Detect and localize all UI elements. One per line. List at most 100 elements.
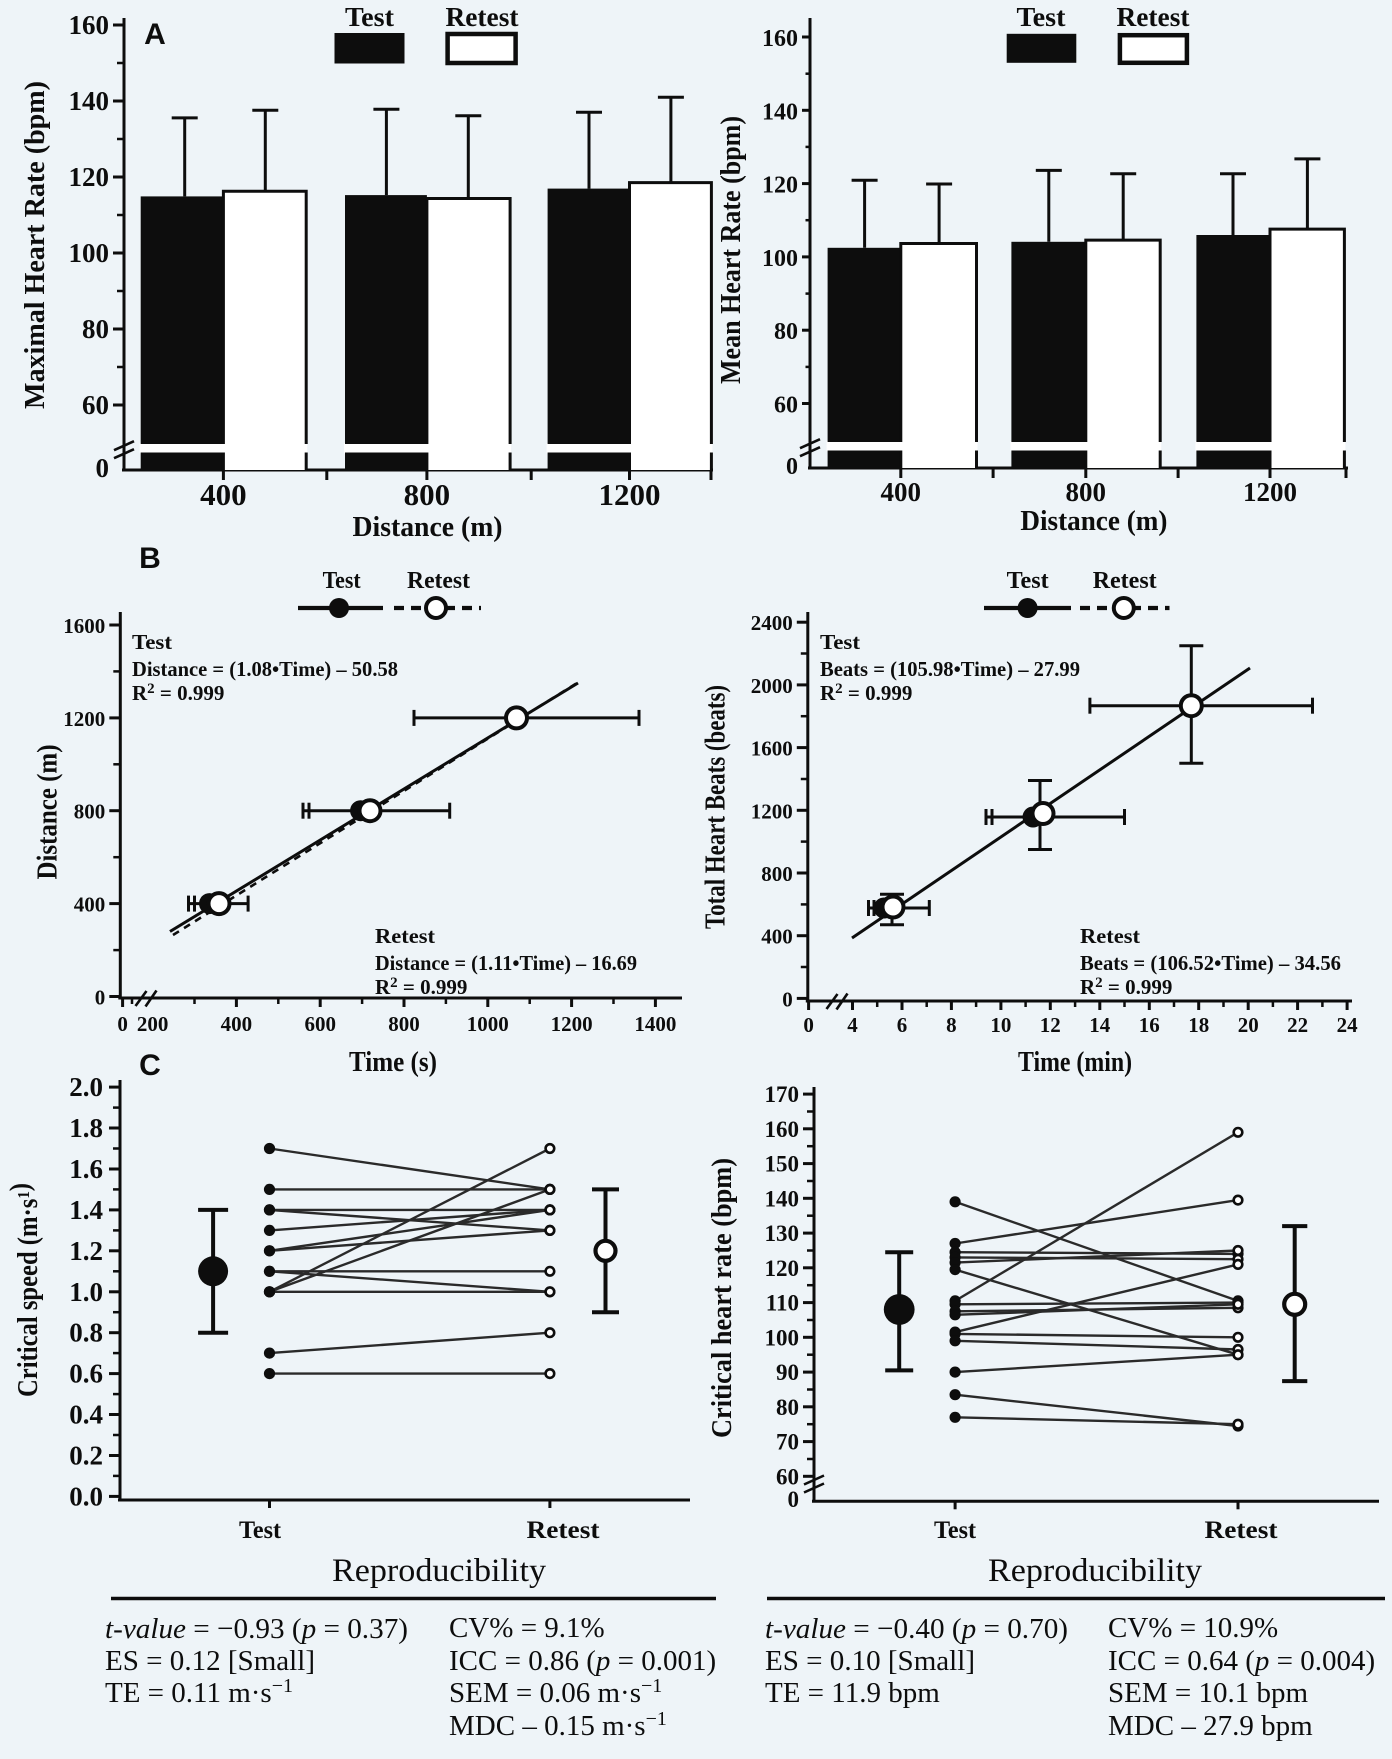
svg-text:0.4: 0.4 bbox=[69, 1400, 103, 1430]
svg-text:0: 0 bbox=[95, 986, 106, 1010]
svg-text:Reproducibility: Reproducibility bbox=[988, 1553, 1203, 1589]
svg-text:Distance (m): Distance (m) bbox=[1020, 506, 1167, 537]
svg-text:1600: 1600 bbox=[751, 737, 793, 761]
svg-text:200: 200 bbox=[137, 1012, 169, 1036]
svg-text:0: 0 bbox=[786, 454, 798, 480]
svg-text:160: 160 bbox=[765, 1117, 800, 1142]
svg-text:800: 800 bbox=[74, 800, 106, 824]
svg-text:Distance (m): Distance (m) bbox=[33, 745, 64, 880]
svg-text:0.8: 0.8 bbox=[69, 1318, 103, 1348]
svg-text:Retest: Retest bbox=[1117, 2, 1190, 32]
svg-text:0: 0 bbox=[788, 1487, 800, 1512]
svg-text:0: 0 bbox=[803, 1013, 814, 1037]
svg-text:CV% = 10.9%: CV% = 10.9% bbox=[1108, 1612, 1278, 1644]
svg-text:1000: 1000 bbox=[467, 1012, 509, 1036]
svg-text:Retest: Retest bbox=[1205, 1517, 1279, 1544]
svg-text:70: 70 bbox=[776, 1430, 799, 1455]
svg-text:1.0: 1.0 bbox=[69, 1277, 103, 1307]
svg-text:1200: 1200 bbox=[599, 477, 661, 512]
svg-text:t-value = −0.40 (p = 0.70): t-value = −0.40 (p = 0.70) bbox=[765, 1613, 1068, 1645]
svg-text:1200: 1200 bbox=[1243, 477, 1297, 507]
svg-text:Maximal Heart Rate (bpm): Maximal Heart Rate (bpm) bbox=[20, 81, 51, 409]
svg-text:Time (s): Time (s) bbox=[349, 1047, 437, 1078]
svg-text:0.6: 0.6 bbox=[69, 1359, 103, 1389]
svg-text:Test: Test bbox=[820, 630, 860, 654]
svg-text:C: C bbox=[139, 1049, 161, 1082]
svg-text:18: 18 bbox=[1188, 1013, 1209, 1037]
svg-text:MDC – 0.15 m·s−1: MDC – 0.15 m·s−1 bbox=[449, 1708, 667, 1742]
svg-text:130: 130 bbox=[765, 1221, 800, 1246]
svg-text:400: 400 bbox=[761, 925, 793, 949]
svg-text:800: 800 bbox=[388, 1012, 420, 1036]
svg-text:R2 = 0.999: R2 = 0.999 bbox=[132, 681, 224, 705]
svg-text:A: A bbox=[144, 18, 166, 51]
svg-text:CV% = 9.1%: CV% = 9.1% bbox=[449, 1612, 605, 1644]
svg-text:Test: Test bbox=[934, 1517, 977, 1544]
svg-text:400: 400 bbox=[221, 1012, 253, 1036]
svg-text:400: 400 bbox=[881, 477, 922, 507]
svg-text:22: 22 bbox=[1287, 1013, 1308, 1037]
svg-text:SEM = 0.06 m·s−1: SEM = 0.06 m·s−1 bbox=[449, 1675, 662, 1709]
svg-text:Test: Test bbox=[1007, 568, 1049, 594]
svg-text:800: 800 bbox=[1066, 477, 1107, 507]
svg-text:1200: 1200 bbox=[551, 1012, 593, 1036]
svg-text:0.2: 0.2 bbox=[69, 1441, 103, 1471]
svg-text:Retest: Retest bbox=[1080, 924, 1140, 948]
svg-text:8: 8 bbox=[946, 1013, 957, 1037]
svg-text:B: B bbox=[139, 542, 161, 575]
svg-text:Test: Test bbox=[132, 630, 172, 654]
svg-text:R2 = 0.999: R2 = 0.999 bbox=[1080, 975, 1172, 999]
svg-text:1200: 1200 bbox=[63, 707, 105, 731]
svg-text:R2 = 0.999: R2 = 0.999 bbox=[820, 681, 912, 705]
svg-text:14: 14 bbox=[1089, 1013, 1111, 1037]
svg-text:t-value = −0.93 (p = 0.37): t-value = −0.93 (p = 0.37) bbox=[105, 1613, 408, 1645]
svg-text:Beats = (106.52•Time) – 34.56: Beats = (106.52•Time) – 34.56 bbox=[1080, 951, 1341, 975]
svg-text:2000: 2000 bbox=[751, 674, 793, 698]
svg-text:Time (min): Time (min) bbox=[1018, 1047, 1132, 1078]
svg-text:160: 160 bbox=[69, 10, 110, 40]
svg-text:60: 60 bbox=[776, 1464, 799, 1489]
svg-text:1400: 1400 bbox=[634, 1012, 676, 1036]
svg-text:Retest: Retest bbox=[527, 1517, 601, 1544]
svg-text:100: 100 bbox=[762, 246, 798, 272]
svg-text:0: 0 bbox=[117, 1012, 128, 1036]
svg-text:4: 4 bbox=[847, 1013, 858, 1037]
svg-text:Mean Heart Rate (bpm): Mean Heart Rate (bpm) bbox=[716, 116, 747, 384]
svg-text:140: 140 bbox=[762, 99, 798, 125]
svg-text:1.4: 1.4 bbox=[69, 1195, 103, 1225]
svg-text:20: 20 bbox=[1238, 1013, 1259, 1037]
svg-text:Critical heart rate (bpm): Critical heart rate (bpm) bbox=[707, 1158, 738, 1438]
svg-text:Test: Test bbox=[345, 2, 394, 32]
svg-text:0: 0 bbox=[782, 987, 793, 1011]
svg-text:2400: 2400 bbox=[751, 611, 793, 635]
svg-text:110: 110 bbox=[766, 1291, 799, 1316]
svg-text:Test: Test bbox=[1017, 2, 1066, 32]
svg-text:120: 120 bbox=[69, 162, 110, 192]
svg-text:100: 100 bbox=[69, 238, 110, 268]
svg-text:400: 400 bbox=[74, 893, 106, 917]
svg-text:Test: Test bbox=[239, 1517, 282, 1544]
svg-text:140: 140 bbox=[765, 1186, 800, 1211]
svg-text:Beats = (105.98•Time) – 27.99: Beats = (105.98•Time) – 27.99 bbox=[820, 657, 1080, 681]
svg-text:60: 60 bbox=[774, 393, 798, 419]
svg-text:Test: Test bbox=[323, 568, 361, 594]
svg-text:800: 800 bbox=[404, 477, 451, 512]
svg-text:60: 60 bbox=[82, 390, 109, 420]
svg-text:Distance = (1.11•Time) – 16.69: Distance = (1.11•Time) – 16.69 bbox=[375, 951, 637, 975]
svg-text:800: 800 bbox=[761, 862, 793, 886]
svg-text:1.6: 1.6 bbox=[69, 1154, 103, 1184]
svg-text:Distance (m): Distance (m) bbox=[353, 512, 503, 543]
svg-text:ES = 0.10 [Small]: ES = 0.10 [Small] bbox=[765, 1645, 975, 1677]
svg-text:120: 120 bbox=[765, 1256, 800, 1281]
svg-text:80: 80 bbox=[776, 1395, 799, 1420]
svg-text:TE = 0.11 m·s−1: TE = 0.11 m·s−1 bbox=[105, 1675, 293, 1709]
svg-text:1.2: 1.2 bbox=[69, 1236, 103, 1266]
svg-text:16: 16 bbox=[1139, 1013, 1160, 1037]
svg-text:Retest: Retest bbox=[1093, 568, 1157, 594]
svg-text:6: 6 bbox=[897, 1013, 908, 1037]
svg-text:Retest: Retest bbox=[446, 2, 519, 32]
svg-text:600: 600 bbox=[304, 1012, 336, 1036]
svg-text:0.0: 0.0 bbox=[69, 1481, 103, 1511]
svg-text:TE = 11.9 bpm: TE = 11.9 bpm bbox=[765, 1677, 940, 1709]
svg-text:SEM = 10.1 bpm: SEM = 10.1 bpm bbox=[1108, 1677, 1308, 1709]
